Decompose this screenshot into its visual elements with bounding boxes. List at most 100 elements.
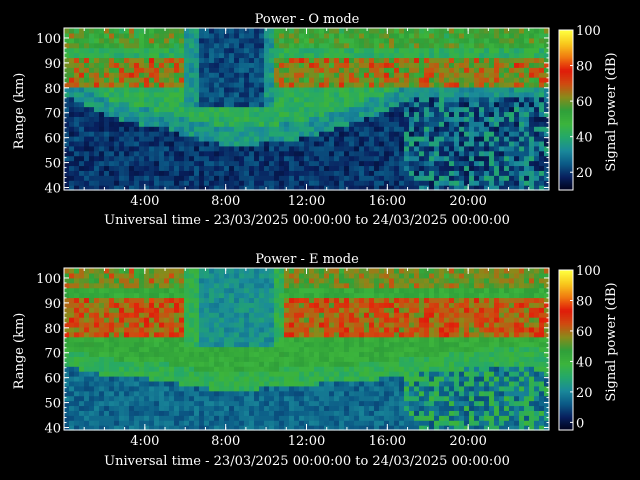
heatmap-cell [124,140,130,147]
heatmap-cell [134,140,140,147]
heatmap-cell [404,160,410,167]
heatmap-cell [459,37,465,44]
heatmap-cell [309,86,315,93]
heatmap-cell [224,277,230,284]
heatmap-cell [339,111,345,117]
heatmap-cell [89,111,95,117]
heatmap-cell [344,111,350,117]
heatmap-cell [359,140,365,147]
heatmap-cell [164,116,170,122]
heatmap-cell [144,140,150,147]
heatmap-cell [524,42,530,49]
heatmap-cell [74,346,80,353]
heatmap-cell [229,101,235,108]
heatmap-cell [529,91,535,98]
heatmap-cell [359,62,365,68]
heatmap-cell [499,145,505,152]
heatmap-cell [334,160,340,167]
heatmap-cell [269,121,275,127]
heatmap-cell [129,282,135,289]
heatmap-cell [309,106,315,113]
heatmap-cell [409,126,415,132]
heatmap-cell [414,180,420,186]
heatmap-cell [444,140,450,147]
heatmap-cell [144,155,150,162]
heatmap-cell [109,292,115,299]
heatmap-cell [99,277,105,284]
heatmap-cell [294,415,300,421]
heatmap-cell [229,47,235,54]
heatmap-cell [234,175,240,181]
heatmap-cell [284,77,290,83]
heatmap-cell [109,136,115,142]
heatmap-cell [64,287,70,294]
heatmap-cell [339,96,345,103]
heatmap-cell [274,136,280,142]
heatmap-cell [79,42,85,49]
heatmap-cell [184,277,190,284]
heatmap-cell [469,57,475,63]
heatmap-cell [509,185,515,191]
heatmap-cell [504,121,510,127]
heatmap-cell [149,82,155,88]
heatmap-cell [384,160,390,167]
heatmap-cell [219,415,225,421]
heatmap-cell [159,390,165,397]
heatmap-cell [489,185,495,191]
heatmap-cell [389,165,395,171]
heatmap-cell [129,91,135,98]
heatmap-cell [249,346,255,353]
heatmap-cell [294,346,300,353]
heatmap-cell [134,72,140,78]
heatmap-cell [69,47,75,54]
heatmap-cell [159,155,165,162]
heatmap-cell [144,361,150,367]
heatmap-cell [259,170,265,176]
heatmap-cell [114,302,120,308]
heatmap-cell [414,62,420,68]
heatmap-cell [539,160,545,167]
heatmap-cell [69,420,75,426]
heatmap-cell [254,425,260,431]
heatmap-cell [199,42,205,49]
heatmap-cell [144,420,150,426]
heatmap-cell [294,37,300,44]
heatmap-cell [314,106,320,113]
heatmap-cell [74,175,80,181]
heatmap-cell [109,326,115,333]
heatmap-cell [329,150,335,157]
heatmap-cell [429,57,435,63]
heatmap-cell [299,72,305,78]
heatmap-cell [219,96,225,103]
heatmap-cell [159,140,165,147]
heatmap-cell [324,155,330,162]
heatmap-cell [104,136,110,142]
heatmap-cell [459,28,465,34]
heatmap-cell [504,170,510,176]
heatmap-cell [474,52,480,59]
heatmap-cell [479,185,485,191]
heatmap-cell [174,175,180,181]
heatmap-cell [244,317,250,323]
heatmap-cell [539,96,545,103]
heatmap-cell [159,425,165,431]
heatmap-cell [509,111,515,117]
heatmap-cell [244,37,250,44]
heatmap-cell [204,52,210,59]
heatmap-cell [274,390,280,397]
heatmap-cell [529,32,535,39]
heatmap-cell [244,405,250,411]
heatmap-cell [514,77,520,83]
heatmap-cell [509,175,515,181]
heatmap-cell [139,425,145,431]
heatmap-cell [74,67,80,73]
heatmap-cell [479,116,485,122]
heatmap-cell [124,165,130,171]
heatmap-cell [404,126,410,132]
heatmap-cell [419,106,425,113]
heatmap-cell [69,346,75,353]
heatmap-cell [394,77,400,83]
heatmap-cell [154,405,160,411]
heatmap-cell [139,77,145,83]
heatmap-cell [514,175,520,181]
